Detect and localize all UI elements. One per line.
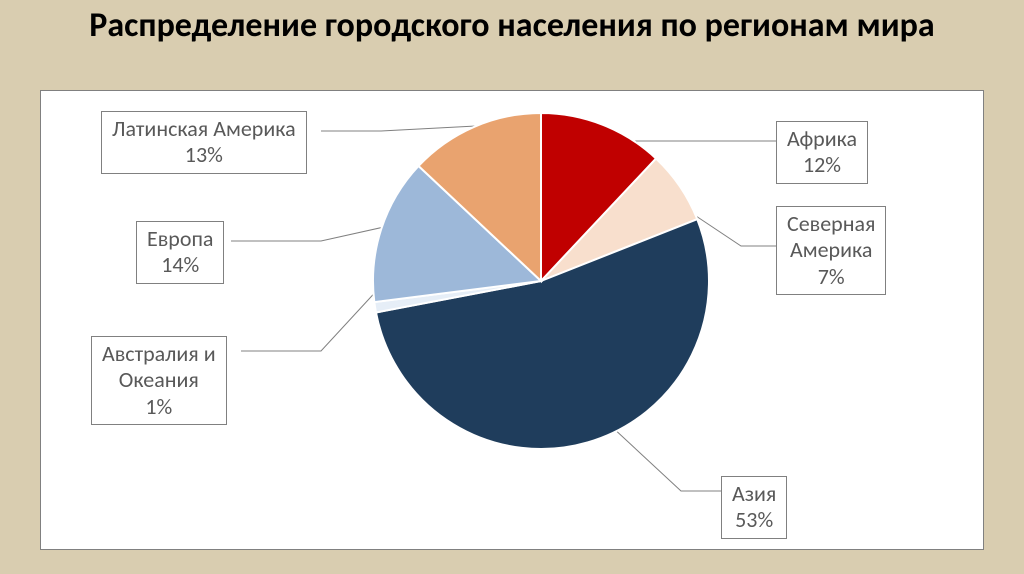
slice-label: Северная Америка 7% [776,206,886,295]
page: Распределение городского населения по ре… [0,0,1024,574]
chart-frame: Африка 12% Северная Америка 7% Азия 53% Авс… [40,90,984,550]
slice-label: Австралия и Океания 1% [91,336,227,425]
slice-label: Африка 12% [776,121,868,184]
slice-label: Европа 14% [136,221,224,284]
pie-chart [371,111,711,451]
chart-title: Распределение городского населения по ре… [0,6,1024,45]
slice-label: Азия 53% [721,476,787,539]
slice-label: Латинская Америка 13% [101,111,307,174]
leader-line [241,286,381,351]
